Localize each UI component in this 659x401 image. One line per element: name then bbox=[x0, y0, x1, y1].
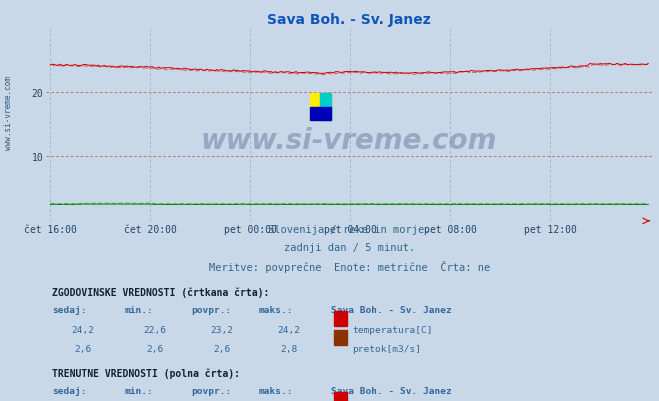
Text: TRENUTNE VREDNOSTI (polna črta):: TRENUTNE VREDNOSTI (polna črta): bbox=[52, 367, 240, 378]
Bar bbox=[310, 94, 331, 121]
Text: min.:: min.: bbox=[125, 387, 154, 395]
Text: 2,8: 2,8 bbox=[280, 344, 297, 353]
Text: www.si-vreme.com: www.si-vreme.com bbox=[201, 126, 498, 154]
Text: Sava Boh. - Sv. Janez: Sava Boh. - Sv. Janez bbox=[331, 306, 452, 315]
Text: Sava Boh. - Sv. Janez: Sava Boh. - Sv. Janez bbox=[331, 387, 452, 395]
Text: 2,6: 2,6 bbox=[74, 344, 91, 353]
Text: min.:: min.: bbox=[125, 306, 154, 315]
Text: 22,6: 22,6 bbox=[144, 325, 167, 334]
Text: 24,2: 24,2 bbox=[71, 325, 94, 334]
Text: ZGODOVINSKE VREDNOSTI (črtkana črta):: ZGODOVINSKE VREDNOSTI (črtkana črta): bbox=[52, 286, 270, 297]
Text: Meritve: povprečne  Enote: metrične  Črta: ne: Meritve: povprečne Enote: metrične Črta:… bbox=[209, 260, 490, 272]
Bar bbox=[334, 330, 347, 345]
Text: 24,2: 24,2 bbox=[277, 325, 300, 334]
Bar bbox=[334, 392, 347, 401]
Text: 2,6: 2,6 bbox=[214, 344, 231, 353]
Text: zadnji dan / 5 minut.: zadnji dan / 5 minut. bbox=[283, 242, 415, 252]
Text: www.si-vreme.com: www.si-vreme.com bbox=[4, 75, 13, 149]
Text: maks.:: maks.: bbox=[258, 306, 293, 315]
Text: povpr.:: povpr.: bbox=[192, 306, 232, 315]
Bar bbox=[334, 311, 347, 326]
Text: sedaj:: sedaj: bbox=[52, 387, 87, 395]
Text: 2,6: 2,6 bbox=[147, 344, 164, 353]
Text: Slovenija / reke in morje.: Slovenija / reke in morje. bbox=[268, 225, 430, 235]
Bar bbox=[320, 94, 331, 121]
Text: povpr.:: povpr.: bbox=[192, 387, 232, 395]
Text: maks.:: maks.: bbox=[258, 387, 293, 395]
Text: temperatura[C]: temperatura[C] bbox=[353, 325, 433, 334]
Text: pretok[m3/s]: pretok[m3/s] bbox=[353, 344, 421, 353]
Title: Sava Boh. - Sv. Janez: Sava Boh. - Sv. Janez bbox=[268, 13, 431, 27]
Text: sedaj:: sedaj: bbox=[52, 306, 87, 315]
Bar bbox=[310, 107, 331, 121]
Text: 23,2: 23,2 bbox=[210, 325, 233, 334]
